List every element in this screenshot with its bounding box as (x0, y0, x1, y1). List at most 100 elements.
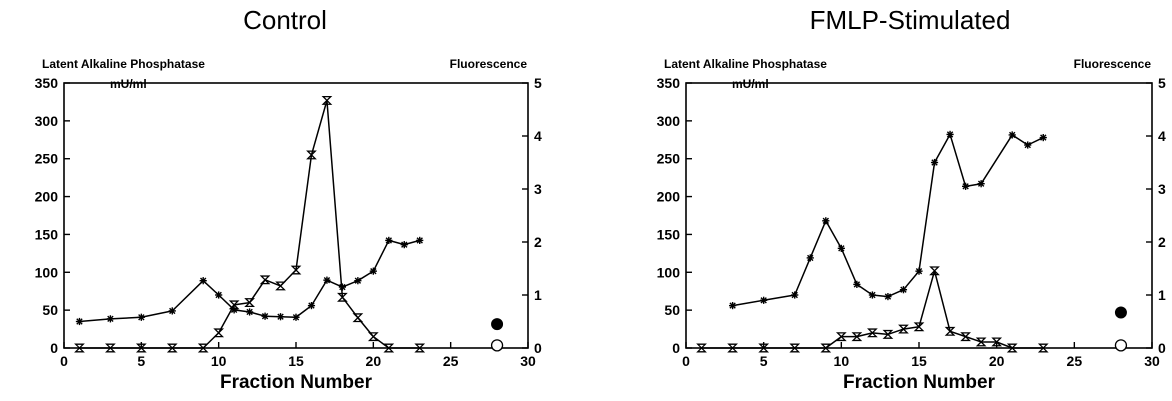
chart0-series-1-point (228, 300, 240, 310)
chart0-series-0-point-d2 (370, 267, 377, 275)
chart0-series-0-point (323, 276, 331, 284)
chart0-frame (63, 82, 529, 349)
chart0-series-0-point-d2 (215, 291, 222, 299)
chart1-series-0-point (791, 291, 799, 299)
chart0-xtick-label: 20 (366, 353, 382, 369)
chart0-series-0-point (292, 313, 300, 321)
chart0-y2tick-label: 1 (534, 287, 542, 303)
chart0-series-1 (74, 95, 426, 353)
chart1-series-0-point (1024, 141, 1032, 149)
chart1-ytick-label: 300 (657, 113, 681, 129)
chart0-xtick-label: 5 (137, 353, 145, 369)
chart0-series-0-point-d2 (416, 237, 423, 244)
chart1-series-1-point (727, 343, 738, 353)
chart1-y2tick-label: 5 (1158, 75, 1166, 91)
chart1-series-0-point-d2 (915, 267, 923, 275)
chart0-title: Control (243, 5, 327, 35)
chart1-series-0-point-d2 (900, 286, 907, 293)
chart1-xtick-label: 0 (682, 353, 690, 369)
chart1-ytick-label: 0 (672, 340, 680, 356)
chart0-ytick-label: 250 (35, 151, 59, 167)
chart0-series-1-point (74, 343, 85, 353)
chart1-series-1-point (898, 324, 909, 334)
chart0-series-1-point (135, 343, 147, 353)
chart0-series-0-point (199, 277, 207, 285)
chart0-series-1-point (105, 343, 116, 353)
chart1-series-0-point-d2 (853, 281, 861, 288)
chart1-series-0 (729, 130, 1047, 310)
chart0-series-0-point (354, 277, 362, 285)
chart1-ytick-label: 250 (657, 151, 681, 167)
chart1-ytick-label: 350 (657, 75, 681, 91)
chart1-xtick-label: 15 (911, 353, 927, 369)
chart1-series-0-point-d2 (729, 302, 736, 309)
chart1-series-0-point (977, 180, 985, 188)
chart0-ylabel-unit: mU/ml (110, 77, 147, 91)
chart1-series-1-point (975, 337, 987, 347)
chart0-series-0-point (137, 313, 145, 321)
chart1-series-0-point (899, 286, 908, 294)
chart0-series-0-point (168, 307, 176, 315)
chart1-series-1-point (758, 343, 770, 353)
chart1-series-1-point (1037, 343, 1049, 353)
chart0-series-0-point-d2 (107, 315, 114, 323)
chart0-series-0 (75, 236, 424, 326)
chart1-series-0-point (884, 292, 892, 301)
chart1-series-0-point-d2 (1009, 131, 1016, 139)
chart1-y2tick-label: 3 (1158, 181, 1166, 197)
chart1-series-1-point (820, 343, 832, 353)
chart1-xtick-label: 25 (1067, 353, 1083, 369)
chart1-series-0-point-d2 (838, 245, 845, 252)
chart1-series-1-point (789, 343, 801, 353)
chart0-y2tick-label: 4 (534, 128, 542, 144)
chart0-series-0-point (276, 313, 285, 321)
chart1-ylabel-unit: mU/ml (732, 77, 769, 91)
chart0-series-3-point (490, 339, 504, 352)
chart1-xtick-label: 10 (834, 353, 850, 369)
chart1-series-1-point (867, 328, 878, 338)
chart1-series-0-point (822, 217, 830, 225)
chart1-series-0-point-d2 (884, 293, 892, 300)
chart1-y2tick-label: 1 (1158, 287, 1166, 303)
chart1-series-0-point-d2 (946, 131, 954, 138)
chart0-series-0-point-d2 (246, 308, 253, 316)
chart0-xtick-label: 0 (60, 353, 68, 369)
chart0-series-0-point-d2 (76, 318, 83, 325)
chart1-series-0-point (853, 280, 861, 288)
chart0-series-1-point (197, 343, 209, 353)
chart1-series-0-point-d2 (1040, 134, 1047, 141)
chart1-series-2 (1114, 306, 1127, 319)
chart0-y2tick-label: 0 (534, 340, 542, 356)
chart0-ytick-label: 150 (35, 226, 59, 242)
chart0-xtick-label: 15 (288, 353, 304, 369)
chart1-series-0-point (760, 296, 768, 304)
chart0-series-1-point (290, 265, 302, 275)
chart0-ytick-label: 300 (35, 113, 59, 129)
chart0-series-0-point-d2 (277, 313, 284, 320)
chart1-series-1-point (1006, 343, 1018, 353)
chart1-series-0-point-d2 (1024, 141, 1031, 149)
chart0-series-0-point-d2 (385, 237, 392, 244)
chart0-series-0-point (106, 315, 114, 323)
chart1-xtick-label: 20 (989, 353, 1005, 369)
chart0-series-1-point (414, 343, 426, 353)
chart1-ylabel: Latent Alkaline Phosphatase (664, 57, 827, 71)
chart1-ytick-label: 50 (664, 302, 680, 318)
chart1-series-1 (696, 266, 1049, 353)
chart0-series-2-point (491, 318, 504, 331)
chart0-series-0-point (416, 236, 424, 245)
chart1-title: FMLP-Stimulated (810, 5, 1011, 35)
chart0-xtick-label: 10 (211, 353, 227, 369)
chart0-series-1-point (275, 281, 286, 291)
chart0-series-0-point (215, 291, 223, 299)
chart1-series-0-point (868, 291, 876, 299)
chart1-series-0-point-d2 (869, 291, 876, 299)
chart0-xtick-label: 25 (443, 353, 459, 369)
chart1-series-3-point (1114, 339, 1128, 352)
chart1-series-3 (1114, 339, 1128, 352)
chart1-series-1-point (835, 332, 847, 342)
chart1-frame (685, 82, 1153, 349)
chart0-series-3 (490, 339, 504, 352)
chart1-y2tick-label: 2 (1158, 234, 1166, 250)
